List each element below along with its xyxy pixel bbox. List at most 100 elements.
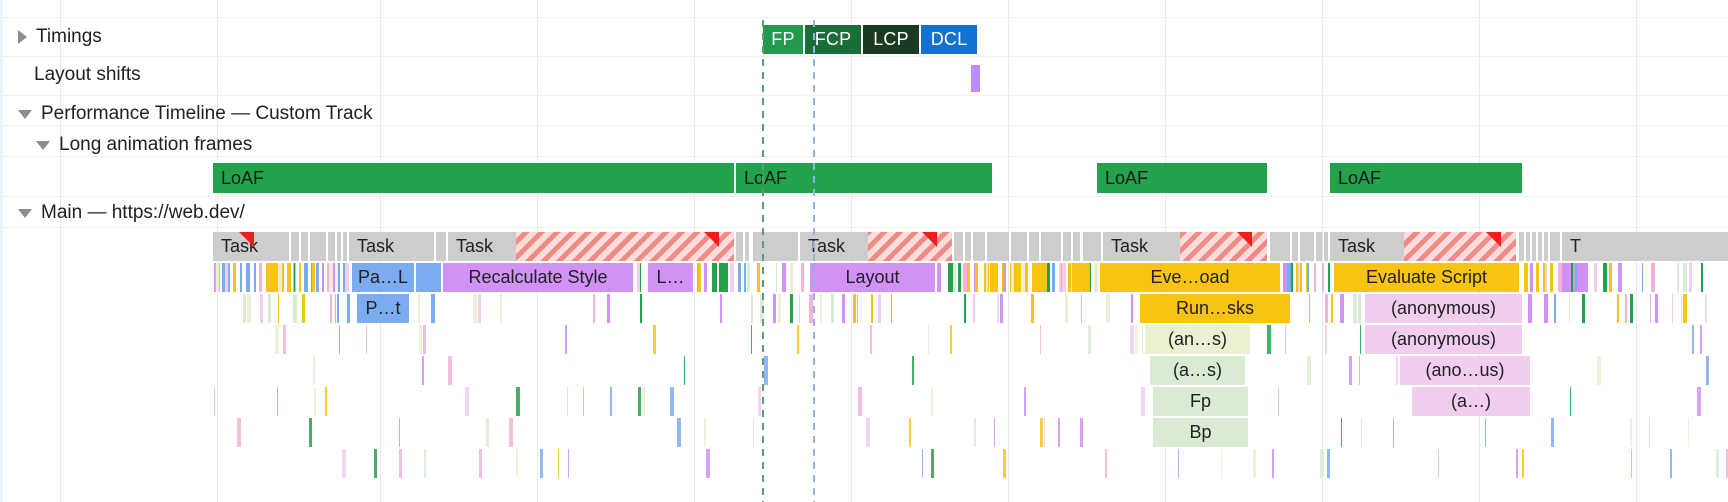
flame-block[interactable] [416,263,441,292]
task-fragment[interactable] [1324,232,1328,261]
event-tick [1554,294,1556,323]
chevron-right-icon[interactable] [18,30,27,44]
long-task-warning-icon[interactable] [922,232,937,247]
loaf-bar[interactable]: LoAF [1097,163,1267,193]
event-tick [1094,263,1098,292]
event-tick [1298,263,1300,292]
event-tick [431,294,435,323]
task-fragment[interactable] [1083,232,1101,261]
task-fragment[interactable] [736,232,743,261]
event-tick [1272,449,1274,478]
layout-shift-marker[interactable] [971,65,980,92]
event-tick [1003,263,1006,292]
flame-block[interactable]: Run…sks [1140,294,1290,323]
task-fragment[interactable] [1538,232,1542,261]
task-fragment[interactable] [1526,232,1530,261]
loaf-bar[interactable]: LoAF [1330,163,1522,193]
task-fragment[interactable] [1011,232,1027,261]
task-fragment[interactable] [954,232,963,261]
flame-block[interactable]: (anonymous) [1365,294,1522,323]
task-fragment[interactable] [1063,232,1071,261]
chevron-down-icon[interactable] [36,140,50,150]
long-task-warning-icon[interactable] [704,232,719,247]
track-label-main[interactable]: Main — https://web.dev/ [18,202,245,224]
chevron-down-icon[interactable] [18,208,32,218]
task-fragment[interactable] [965,232,971,261]
flame-block[interactable]: Recalculate Style [443,263,633,292]
task-fragment[interactable] [1041,232,1061,261]
task-fragment[interactable] [310,232,326,261]
flame-block-label: Layout [845,267,900,287]
timing-badges: FP FCP LCP DCL [763,25,977,54]
loaf-bar[interactable]: LoAF [736,163,992,193]
task-fragment[interactable] [343,232,347,261]
chevron-down-icon[interactable] [18,109,32,119]
flame-block[interactable]: (a…s) [1150,356,1245,385]
loaf-bar-label: LoAF [221,167,265,188]
long-task-warning-icon[interactable] [239,232,254,247]
long-task-warning-icon[interactable] [1486,232,1501,247]
task-fragment[interactable] [753,232,798,261]
event-tick [1642,263,1643,292]
track-label-layout-shifts[interactable]: Layout shifts [34,64,141,86]
task-block[interactable]: T [1562,232,1728,261]
flame-block[interactable]: Fp [1153,387,1248,416]
flame-block[interactable]: L… [648,263,693,292]
task-fragment[interactable] [1300,232,1314,261]
task-fragment[interactable] [973,232,985,261]
flame-block[interactable]: (ano…us) [1400,356,1530,385]
flame-block[interactable]: Bp [1153,418,1248,447]
flame-block[interactable]: Evaluate Script [1334,263,1519,292]
flame-block[interactable]: Pa…L [352,263,414,292]
event-tick [1058,418,1060,447]
event-tick [1689,263,1692,292]
event-tick [974,263,975,292]
task-block[interactable]: Task [349,232,434,261]
task-fragment[interactable] [301,232,308,261]
task-fragment[interactable] [337,232,341,261]
event-tick [333,263,335,292]
task-fragment[interactable] [987,232,1009,261]
event-tick [216,263,219,292]
flame-block[interactable]: (a…) [1412,387,1530,416]
task-fragment[interactable] [1544,232,1548,261]
task-fragment[interactable] [1029,232,1039,261]
lcp-marker[interactable] [813,20,815,502]
task-fragment[interactable] [291,232,299,261]
fcp-marker[interactable] [762,20,764,502]
task-fragment[interactable] [328,232,335,261]
event-tick [268,294,271,323]
event-tick [1349,356,1352,385]
event-tick [259,263,262,292]
task-fragment[interactable] [1519,232,1524,261]
timing-badge-lcp[interactable]: LCP [863,25,921,54]
task-fragment[interactable] [1550,232,1560,261]
event-tick [1701,263,1703,292]
event-tick [640,294,642,323]
event-tick [1359,356,1360,385]
event-tick [243,294,246,323]
track-label-performance-timeline[interactable]: Performance Timeline — Custom Track [18,103,373,125]
flame-block[interactable]: (anonymous) [1365,325,1522,354]
flame-block[interactable]: Eve…oad [1100,263,1280,292]
event-tick [1307,356,1311,385]
flame-block[interactable]: Layout [810,263,935,292]
timing-badge-dcl[interactable]: DCL [921,25,977,54]
task-fragment[interactable] [1270,232,1290,261]
task-fragment[interactable] [436,232,446,261]
task-fragment[interactable] [745,232,749,261]
track-label-timings[interactable]: Timings [18,26,102,48]
track-label-long-animation-frames[interactable]: Long animation frames [36,134,252,156]
task-fragment[interactable] [1316,232,1322,261]
gridline [1322,0,1323,502]
task-fragment[interactable] [1292,232,1298,261]
task-fragment[interactable] [1073,232,1080,261]
long-task-warning-icon[interactable] [1237,232,1252,247]
loaf-bar[interactable]: LoAF [213,163,734,193]
event-tick [871,294,873,323]
flame-block-label: (a…s) [1173,360,1222,380]
timing-badge-fp[interactable]: FP [763,25,805,54]
flame-block[interactable]: P…t [357,294,409,323]
flame-block[interactable]: (an…s) [1145,325,1250,354]
task-fragment[interactable] [1532,232,1536,261]
